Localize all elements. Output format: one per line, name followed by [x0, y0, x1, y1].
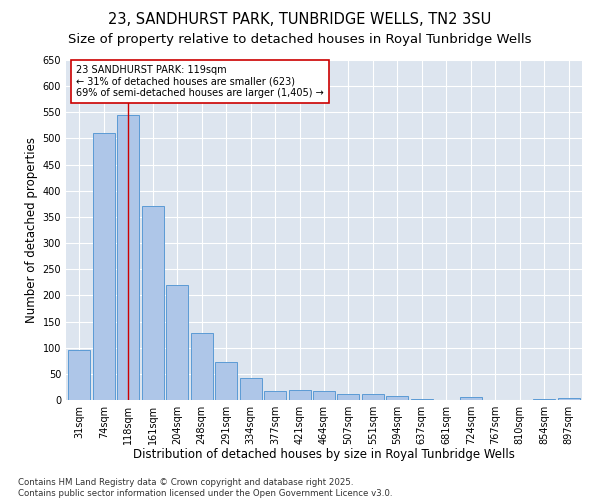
Text: Size of property relative to detached houses in Royal Tunbridge Wells: Size of property relative to detached ho… [68, 32, 532, 46]
Bar [289, 390, 311, 400]
Text: 23, SANDHURST PARK, TUNBRIDGE WELLS, TN2 3SU: 23, SANDHURST PARK, TUNBRIDGE WELLS, TN2… [109, 12, 491, 28]
Y-axis label: Number of detached properties: Number of detached properties [25, 137, 38, 323]
Bar [386, 396, 409, 400]
Bar [93, 133, 115, 400]
Bar [337, 394, 359, 400]
Bar [557, 398, 580, 400]
Bar [533, 399, 555, 400]
Bar [411, 399, 433, 400]
Text: 23 SANDHURST PARK: 119sqm
← 31% of detached houses are smaller (623)
69% of semi: 23 SANDHURST PARK: 119sqm ← 31% of detac… [76, 65, 324, 98]
Bar [313, 390, 335, 400]
Bar [142, 206, 164, 400]
Text: Contains HM Land Registry data © Crown copyright and database right 2025.
Contai: Contains HM Land Registry data © Crown c… [18, 478, 392, 498]
Bar [191, 333, 213, 400]
Bar [68, 350, 91, 400]
Bar [215, 362, 237, 400]
Bar [239, 378, 262, 400]
Bar [118, 115, 139, 400]
Bar [264, 390, 286, 400]
Bar [460, 398, 482, 400]
Bar [166, 285, 188, 400]
X-axis label: Distribution of detached houses by size in Royal Tunbridge Wells: Distribution of detached houses by size … [133, 448, 515, 462]
Bar [362, 394, 384, 400]
